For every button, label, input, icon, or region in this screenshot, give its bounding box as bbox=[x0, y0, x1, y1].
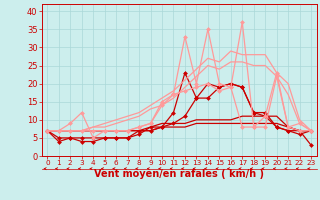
X-axis label: Vent moyen/en rafales ( km/h ): Vent moyen/en rafales ( km/h ) bbox=[94, 169, 264, 179]
